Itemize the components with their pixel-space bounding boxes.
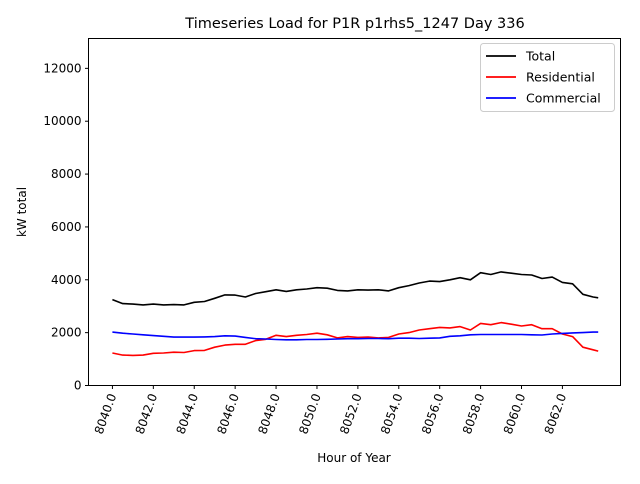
legend: Total Residential Commercial (480, 43, 615, 112)
x-tick-label: 8060.0 (501, 392, 529, 436)
legend-label-residential: Residential (526, 70, 595, 85)
series-line-residential (112, 321, 599, 357)
x-tick-label: 8040.0 (92, 392, 120, 436)
y-axis-label: kW total (15, 187, 29, 237)
y-tick-label: 4000 (51, 273, 82, 287)
x-tick-label: 8058.0 (460, 392, 488, 436)
y-tick-label: 10000 (43, 114, 81, 128)
y-tick-label: 12000 (43, 61, 81, 75)
x-tick-label: 8044.0 (174, 392, 202, 436)
legend-label-total: Total (525, 49, 555, 64)
chart-title: Timeseries Load for P1R p1rhs5_1247 Day … (184, 16, 524, 32)
series-line-total (112, 271, 599, 306)
x-tick-label: 8052.0 (337, 392, 365, 436)
legend-box (480, 43, 615, 112)
y-tick-label: 8000 (51, 167, 82, 181)
y-tick-label: 0 (74, 379, 82, 393)
y-tick-label: 2000 (51, 326, 82, 340)
x-tick-label: 8046.0 (214, 392, 242, 436)
y-tick-label: 6000 (51, 220, 82, 234)
series-line-commercial (112, 331, 599, 341)
x-tick-label: 8050.0 (296, 392, 324, 436)
plot-frame (88, 38, 621, 386)
x-tick-label: 8042.0 (133, 392, 161, 436)
x-tick-label: 8062.0 (542, 392, 570, 436)
x-tick-label: 8048.0 (255, 392, 283, 436)
legend-label-commercial: Commercial (526, 91, 601, 106)
tick-layer: 0 2000 4000 6000 8000 10000 12000 8040.0 8042.0 8… (43, 61, 569, 436)
series-layer (112, 271, 599, 357)
x-tick-label: 8056.0 (419, 392, 447, 436)
x-axis-label: Hour of Year (317, 451, 391, 465)
x-tick-label: 8054.0 (378, 392, 406, 436)
